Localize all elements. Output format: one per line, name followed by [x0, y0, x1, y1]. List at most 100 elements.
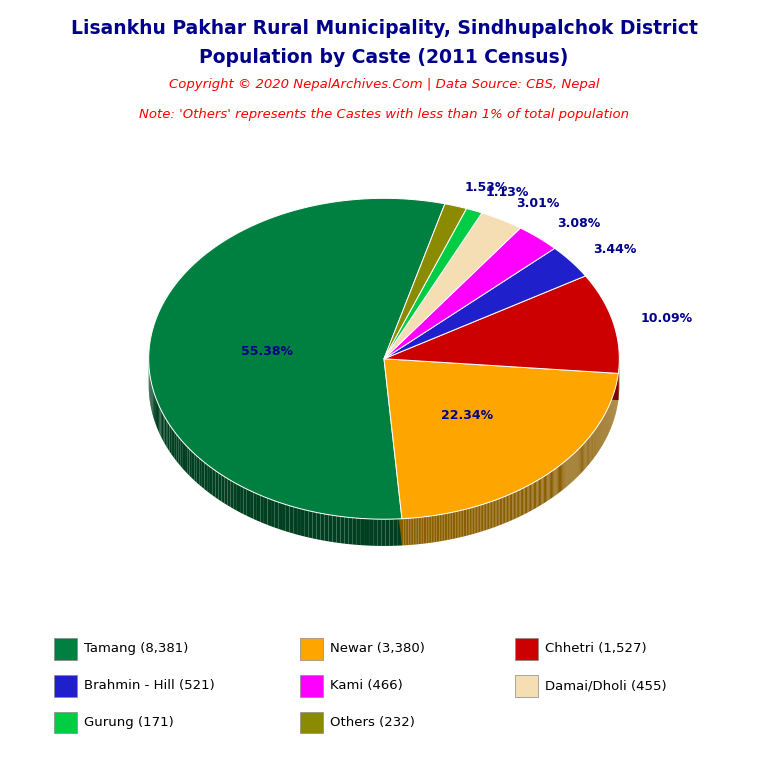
Polygon shape — [309, 511, 313, 538]
Polygon shape — [486, 503, 488, 530]
Polygon shape — [541, 478, 542, 505]
Polygon shape — [345, 517, 349, 544]
Polygon shape — [240, 485, 243, 514]
Polygon shape — [557, 467, 558, 495]
Polygon shape — [501, 498, 502, 525]
Polygon shape — [384, 213, 521, 359]
Polygon shape — [197, 456, 199, 485]
Polygon shape — [458, 511, 460, 538]
Polygon shape — [166, 419, 167, 449]
Polygon shape — [164, 417, 166, 446]
Polygon shape — [409, 518, 410, 545]
Polygon shape — [462, 510, 463, 537]
Polygon shape — [589, 437, 590, 465]
Polygon shape — [483, 504, 485, 531]
Polygon shape — [271, 499, 275, 528]
Polygon shape — [233, 482, 237, 511]
Polygon shape — [534, 482, 535, 509]
Polygon shape — [488, 502, 489, 529]
Polygon shape — [425, 517, 427, 544]
Polygon shape — [558, 466, 559, 494]
Polygon shape — [522, 488, 523, 515]
Polygon shape — [562, 462, 563, 490]
Text: Brahmin - Hill (521): Brahmin - Hill (521) — [84, 680, 215, 692]
Polygon shape — [482, 504, 483, 531]
Polygon shape — [588, 438, 589, 465]
Polygon shape — [412, 518, 413, 545]
Polygon shape — [592, 432, 593, 461]
Polygon shape — [384, 209, 482, 359]
Polygon shape — [502, 497, 504, 524]
Polygon shape — [336, 516, 340, 543]
Polygon shape — [517, 491, 518, 518]
Polygon shape — [568, 458, 570, 485]
Polygon shape — [192, 452, 194, 481]
Polygon shape — [365, 518, 369, 545]
Polygon shape — [404, 518, 406, 545]
Polygon shape — [427, 516, 429, 543]
Polygon shape — [535, 481, 536, 508]
Polygon shape — [507, 495, 508, 522]
Polygon shape — [183, 442, 185, 471]
Polygon shape — [384, 204, 466, 359]
Polygon shape — [333, 515, 336, 543]
Polygon shape — [282, 503, 286, 531]
Polygon shape — [511, 493, 512, 521]
Polygon shape — [565, 460, 567, 488]
Text: 55.38%: 55.38% — [241, 345, 293, 358]
Polygon shape — [316, 512, 320, 540]
Polygon shape — [455, 511, 457, 538]
Polygon shape — [162, 412, 164, 441]
Polygon shape — [574, 452, 575, 480]
Polygon shape — [497, 499, 498, 526]
Polygon shape — [207, 465, 210, 493]
Polygon shape — [170, 425, 171, 454]
Polygon shape — [485, 503, 486, 531]
Polygon shape — [505, 495, 507, 523]
Polygon shape — [591, 434, 592, 462]
Polygon shape — [521, 488, 522, 516]
Polygon shape — [587, 439, 588, 468]
Polygon shape — [417, 518, 419, 545]
Polygon shape — [290, 505, 293, 534]
Text: 1.13%: 1.13% — [485, 187, 528, 200]
Polygon shape — [446, 513, 448, 540]
Polygon shape — [500, 498, 501, 525]
Polygon shape — [559, 465, 560, 493]
Polygon shape — [179, 437, 180, 466]
Polygon shape — [301, 509, 305, 537]
Text: Others (232): Others (232) — [330, 717, 415, 729]
Text: Population by Caste (2011 Census): Population by Caste (2011 Census) — [200, 48, 568, 67]
Polygon shape — [275, 501, 278, 529]
Polygon shape — [253, 492, 257, 521]
Polygon shape — [448, 513, 449, 540]
Polygon shape — [199, 458, 202, 487]
Polygon shape — [577, 450, 578, 478]
Polygon shape — [153, 390, 154, 419]
Polygon shape — [584, 442, 585, 469]
Polygon shape — [470, 508, 472, 535]
Polygon shape — [472, 508, 473, 535]
Polygon shape — [171, 427, 173, 456]
Polygon shape — [480, 505, 482, 532]
Polygon shape — [224, 477, 227, 505]
Polygon shape — [190, 449, 192, 478]
Polygon shape — [422, 517, 423, 544]
Polygon shape — [468, 508, 470, 535]
Polygon shape — [155, 396, 156, 425]
Text: 1.53%: 1.53% — [465, 181, 508, 194]
Polygon shape — [519, 489, 521, 517]
Polygon shape — [349, 518, 353, 545]
Polygon shape — [495, 500, 497, 527]
Polygon shape — [571, 455, 573, 482]
Polygon shape — [324, 514, 329, 541]
Polygon shape — [402, 518, 404, 545]
Polygon shape — [264, 497, 267, 525]
Polygon shape — [243, 488, 247, 516]
Polygon shape — [575, 451, 577, 478]
Text: Damai/Dholi (455): Damai/Dholi (455) — [545, 680, 667, 692]
Polygon shape — [582, 445, 583, 472]
Polygon shape — [525, 487, 526, 514]
Polygon shape — [413, 518, 415, 545]
Polygon shape — [389, 519, 394, 546]
